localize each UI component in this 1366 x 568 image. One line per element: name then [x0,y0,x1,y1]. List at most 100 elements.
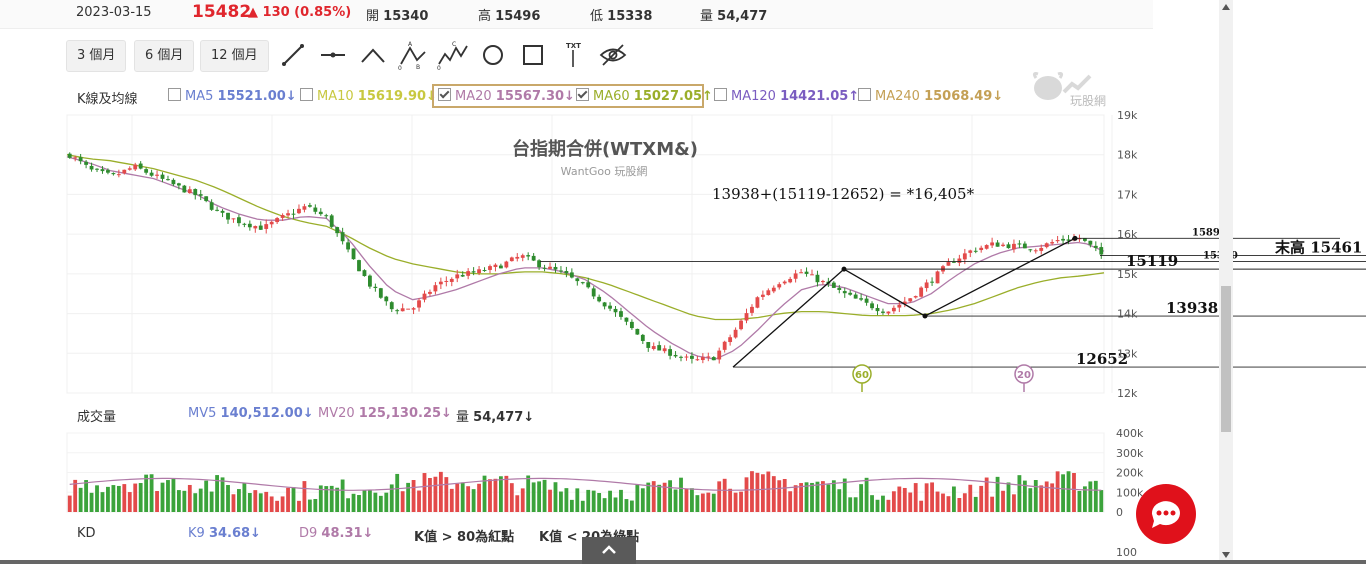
range-3m-button[interactable]: 3 個月 [66,40,127,72]
candle-body [760,294,765,297]
candle-body [722,341,727,350]
candle-body [979,247,984,251]
abc-pattern-icon[interactable]: A 0 B [396,40,430,70]
candle-body [477,269,481,274]
ma20-toggle[interactable]: MA20 15567.30↓ [438,88,575,104]
volume-bar [711,493,716,512]
volume-bar [979,485,984,512]
line-tool-icon[interactable] [276,40,310,70]
volume-bar [962,493,967,512]
candle-body [1093,245,1098,248]
volume-bar [777,480,782,512]
level-label: 末高 15461 [1275,239,1362,257]
volume-bar [258,493,263,512]
volume-bar [144,474,149,512]
rectangle-tool-icon[interactable] [516,40,550,70]
candle-body [569,272,574,278]
ma5-checkbox[interactable] [168,88,181,101]
candle-body [318,211,323,215]
candle-body [133,164,138,170]
volume-bar [449,488,454,512]
ray-tool-icon[interactable] [316,40,350,70]
volume-bar [67,495,72,512]
candle-body [575,278,580,282]
candle-body [84,161,89,165]
ma240-toggle[interactable]: MA240 15068.49↓ [858,88,1003,104]
angle-tool-icon[interactable] [356,40,390,70]
volume-bar [886,499,891,512]
candle-body [619,311,623,317]
volume-bar [1082,486,1087,512]
bottom-bar [0,560,1366,564]
volume-bar [629,500,634,512]
quote-bar: 2023-03-15 15482 ▲ 130 (0.85%) 開 15340 高… [0,0,1153,29]
volume-bar [722,478,727,512]
candle-body [673,354,678,357]
volume-bar [1022,480,1027,512]
volume-bar [471,489,476,512]
volume-bar [357,495,361,512]
volume-bar [138,483,143,512]
volume-bar [662,482,667,512]
circle-tool-icon[interactable] [476,40,510,70]
candle-body [515,256,520,259]
range-6m-button[interactable]: 6 個月 [134,40,195,72]
candle-body [1099,247,1104,255]
ma60-checkbox[interactable] [576,88,589,101]
scroll-thumb[interactable] [1221,286,1231,432]
volume-bar [695,495,700,512]
vol-legend: 量 54,477↓ [456,406,534,425]
candle-body [302,206,307,210]
candle-body [984,245,989,249]
volume-bar [826,484,831,512]
ma240-checkbox[interactable] [858,88,871,101]
volume-bar [193,493,198,512]
volume-bar [902,487,907,512]
chat-button[interactable] [1136,484,1196,544]
ma10-checkbox[interactable] [300,88,313,101]
ma60-toggle[interactable]: MA60 15027.05↑ [576,88,713,104]
volume-bar [941,493,945,512]
mv5-value: 140,512.00↓ [220,406,314,421]
volume-bar [613,497,618,512]
candle-body [1044,243,1049,248]
vol-legend-label: 量 [456,410,470,425]
volume-bar [968,484,973,512]
candle-body [449,278,454,282]
candle-body [684,356,689,358]
range-12m-button[interactable]: 12 個月 [200,40,269,72]
kd-tick-label: 100 [1116,546,1137,559]
volume-bar [951,486,956,512]
volume-bar [728,488,733,512]
candle-body [821,280,825,283]
candle-body [924,282,929,289]
ma5-toggle[interactable]: MA5 15521.00↓ [168,88,297,104]
ma240-label: MA240 [875,89,920,104]
candle-body [237,217,241,224]
y-tick-label: 12k [1117,387,1138,400]
volume-bar [280,496,285,512]
candle-body [428,291,432,294]
volume-bar [1088,481,1093,512]
ma120-checkbox[interactable] [714,88,727,101]
scroll-down-icon[interactable] [1222,552,1230,558]
candle-body [711,357,716,361]
text-tool-icon[interactable]: TXT [556,40,590,70]
ma10-toggle[interactable]: MA10 15619.90↓ [300,88,437,104]
hide-drawings-icon[interactable] [596,40,630,70]
ma120-toggle[interactable]: MA120 14421.05↑ [714,88,859,104]
ma20-checkbox[interactable] [438,88,451,101]
volume-bar [444,477,449,512]
candle-body [187,189,192,194]
volume-bar [1033,480,1038,512]
scroll-top-button[interactable] [582,537,636,564]
candle-body [826,281,831,284]
volume-bar [760,474,765,512]
scroll-up-icon[interactable] [1222,4,1230,10]
volume-bar [460,482,465,512]
volume-bar [586,489,591,512]
page-scrollbar[interactable] [1219,0,1233,564]
candle-body [1028,249,1033,251]
volume-bar [700,493,705,512]
